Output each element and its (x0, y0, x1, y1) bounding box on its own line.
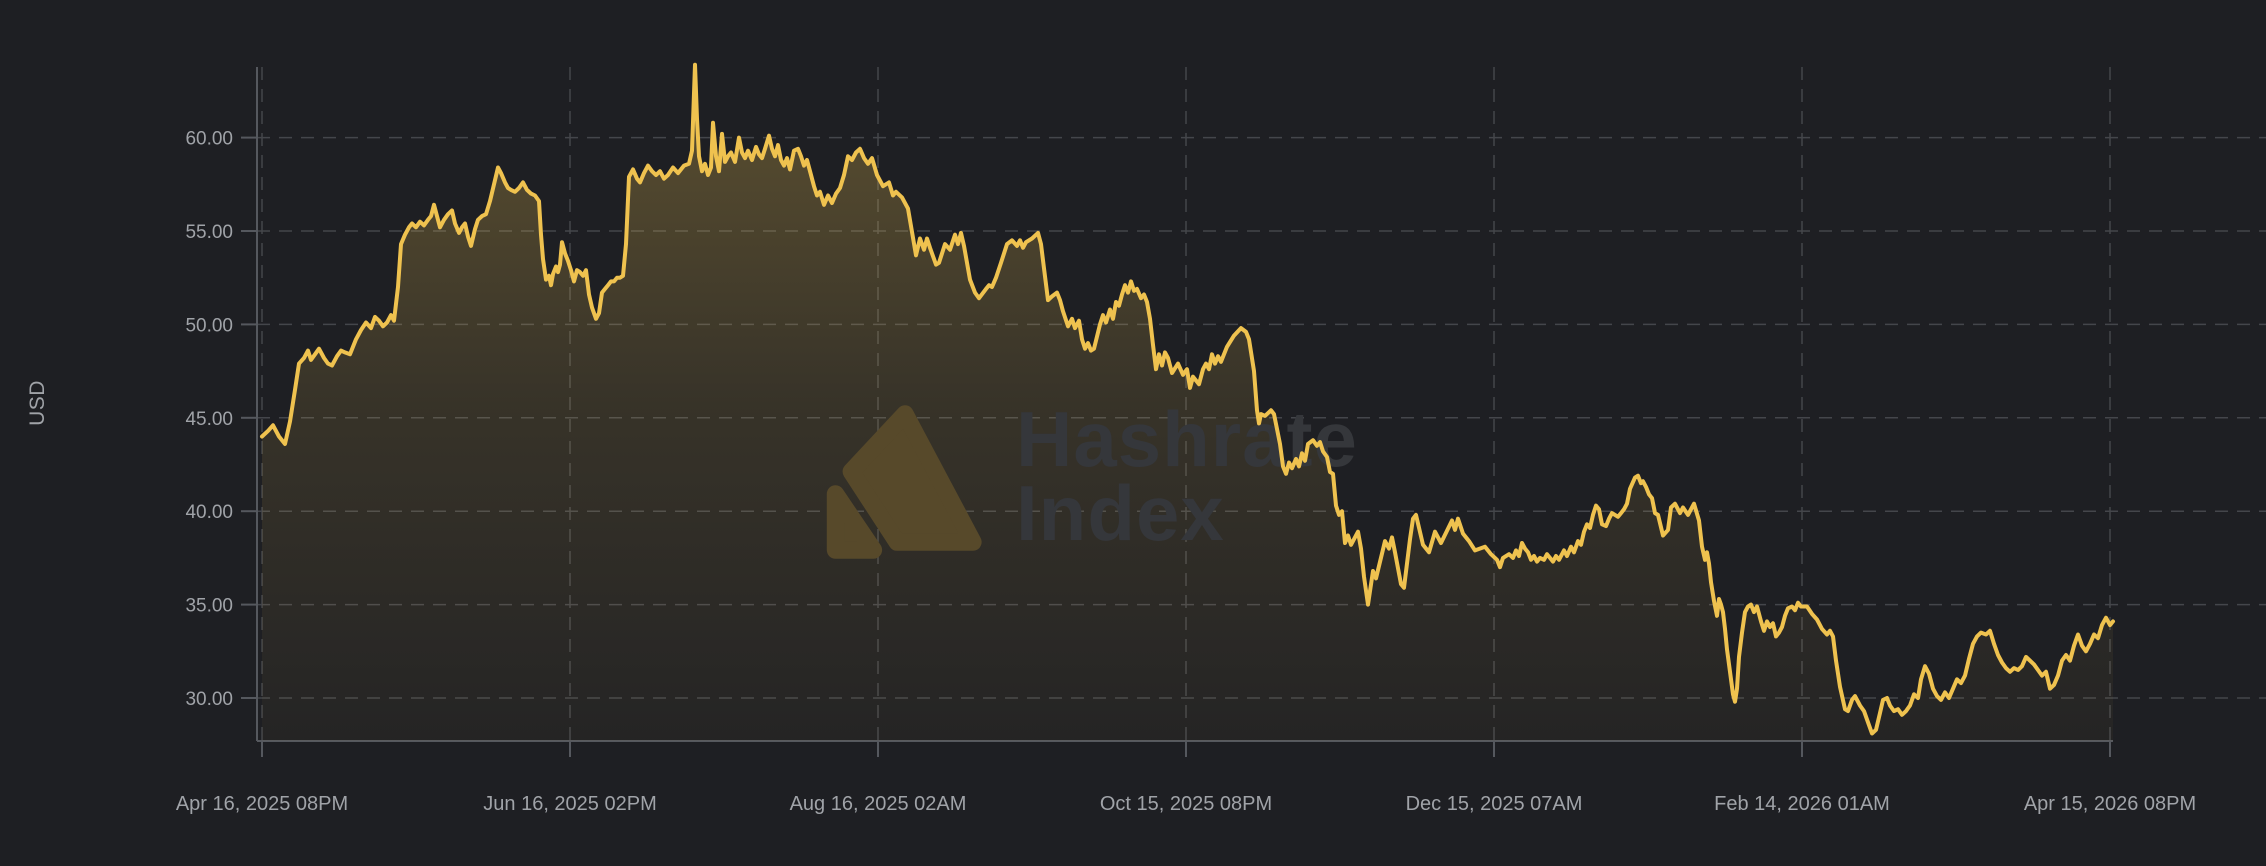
hashrate-index-logo-icon (826, 405, 982, 559)
y-tick-label: 40.00 (185, 502, 233, 523)
y-axis-tick-labels: 60.00 55.00 50.00 45.00 40.00 35.00 30.00 (185, 129, 233, 710)
y-tick-label: 55.00 (185, 222, 233, 243)
watermark-text-line2: Index (1016, 469, 1225, 557)
x-tick-label: Oct 15, 2025 08PM (1100, 793, 1272, 815)
logo-small-triangle (826, 485, 883, 559)
logo-main-shape (842, 405, 982, 551)
x-axis-tick-labels: Apr 16, 2025 08PM Jun 16, 2025 02PM Aug 16… (176, 793, 2196, 815)
x-tick-label: Apr 16, 2025 08PM (176, 793, 348, 815)
x-tick-label: Dec 15, 2025 07AM (1406, 793, 1583, 815)
y-tick-label: 45.00 (185, 409, 233, 430)
y-tick-label: 30.00 (185, 689, 233, 710)
x-tick-label: Aug 16, 2025 02AM (790, 793, 967, 815)
y-tick-label: 35.00 (185, 596, 233, 617)
x-tick-label: Feb 14, 2026 01AM (1714, 793, 1890, 815)
y-tick-label: 50.00 (185, 315, 233, 336)
area-fill (262, 64, 2113, 741)
watermark-text-line1: Hashrate (1016, 395, 1358, 483)
x-tick-label: Apr 15, 2026 08PM (2024, 793, 2196, 815)
price-line[interactable] (260, 62, 2115, 736)
y-tick-label: 60.00 (185, 129, 233, 150)
x-tick-label: Jun 16, 2025 02PM (483, 793, 656, 815)
